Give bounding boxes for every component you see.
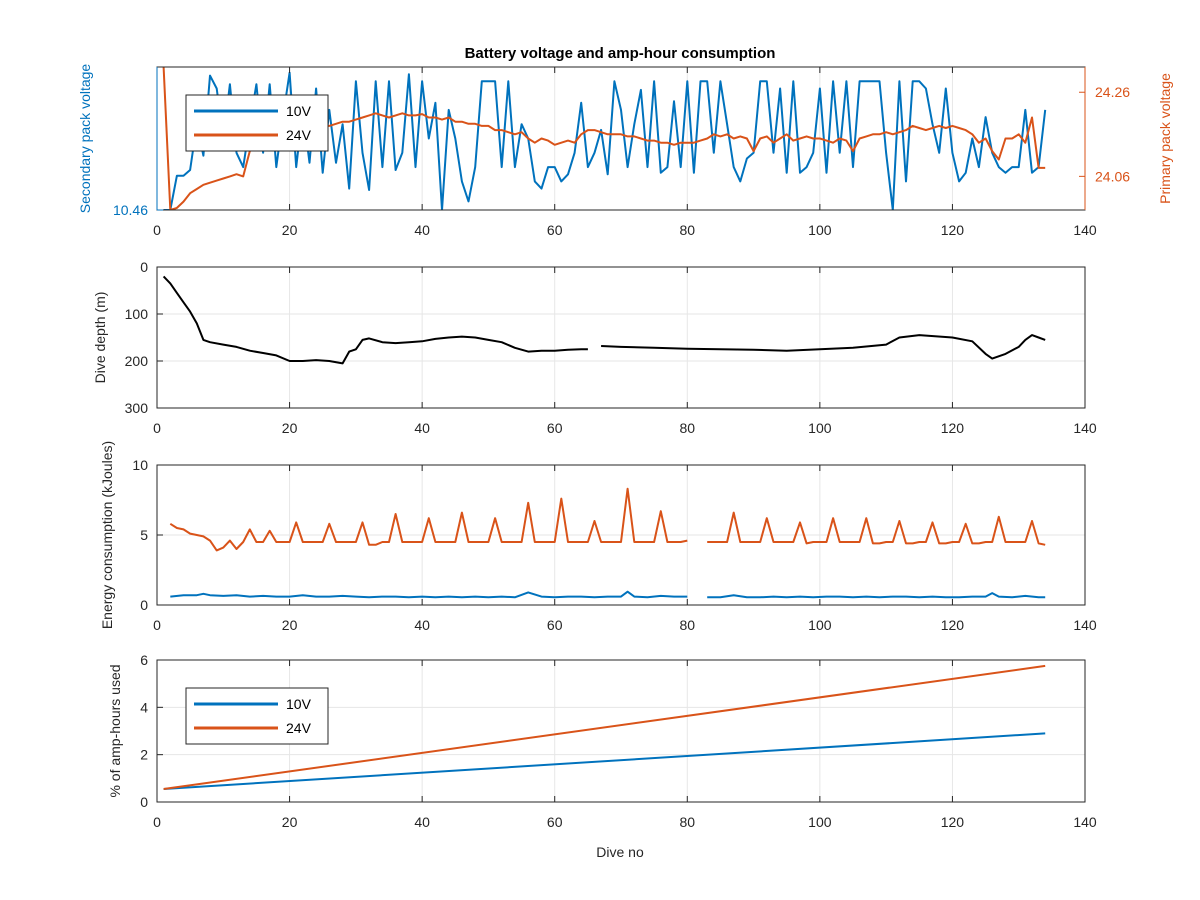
x-tick-label: 80: [679, 222, 695, 238]
x-tick-label: 0: [153, 617, 161, 633]
panel-energy: 0 20 40 60 80 100 120 140 0 5 10 Energy consumption…: [99, 441, 1097, 633]
y-tick-label: 5: [140, 527, 148, 543]
x-tick-label: 20: [282, 814, 298, 830]
y-tick-label: 6: [140, 652, 148, 668]
legend-amphours: 10V 24V: [185, 687, 329, 745]
y-tick-label: 0: [140, 597, 148, 613]
x-tick-label: 0: [153, 420, 161, 436]
x-tick-label: 100: [808, 617, 832, 633]
y-axis-label: Secondary pack voltage: [77, 64, 93, 214]
y-tick-label: 300: [125, 400, 149, 416]
y-tick-label-right: 24.26: [1095, 84, 1130, 100]
x-tick-label: 20: [282, 222, 298, 238]
x-tick-label: 20: [282, 617, 298, 633]
panel-depth: 0 20 40 60 80 100 120 140 0 100 200 300 Dive depth (…: [92, 259, 1097, 436]
y-tick-label: 10: [132, 457, 148, 473]
x-tick-label: 60: [547, 814, 563, 830]
series-line-24v: [169, 487, 1046, 552]
x-tick-label: 40: [414, 222, 430, 238]
y-tick-label: 2: [140, 747, 148, 763]
x-tick-label: 100: [808, 814, 832, 830]
y-axis-label-right: Primary pack voltage: [1157, 73, 1173, 204]
series-line-10v: [163, 732, 1046, 790]
panel-amphours: 0 20 40 60 80 100 120 140 0 2 4 6 % of amp-hours use…: [107, 652, 1097, 830]
x-tick-label: 80: [679, 814, 695, 830]
x-tick-label: 60: [547, 222, 563, 238]
x-tick-label: 40: [414, 814, 430, 830]
x-tick-label: 120: [941, 617, 965, 633]
y-tick-label: 10.46: [113, 202, 148, 218]
x-tick-label: 120: [941, 814, 965, 830]
x-tick-label: 140: [1073, 222, 1097, 238]
legend-box: [185, 94, 329, 152]
legend-label: 10V: [286, 103, 312, 119]
y-tick-label: 4: [140, 699, 148, 715]
x-tick-label: 0: [153, 222, 161, 238]
y-tick-label: 0: [140, 794, 148, 810]
x-tick-label: 140: [1073, 420, 1097, 436]
y-tick-label: 0: [140, 259, 148, 275]
x-tick-label: 100: [808, 420, 832, 436]
plot-area-depth: [157, 267, 1085, 408]
x-tick-label: 40: [414, 420, 430, 436]
x-tick-label: 40: [414, 617, 430, 633]
y-axis-label: Energy consumption (kJoules): [99, 441, 115, 629]
axes-box-depth: [156, 266, 1086, 409]
y-tick-label: 100: [125, 306, 149, 322]
x-tick-label: 100: [808, 222, 832, 238]
x-tick-label: 120: [941, 222, 965, 238]
y-tick-label: 200: [125, 353, 149, 369]
figure-title: Battery voltage and amp-hour consumption: [465, 45, 776, 62]
x-tick-label: 140: [1073, 617, 1097, 633]
series-line-depth-0: [162, 275, 1046, 365]
series-line-10v: [170, 590, 1046, 599]
x-axis-label: Dive no: [596, 844, 644, 860]
x-tick-label: 60: [547, 617, 563, 633]
legend-label: 24V: [286, 127, 312, 143]
panel-voltage: 0 20 40 60 80 100 120 140 10.46 24.06 24.26 Seconda…: [77, 64, 1173, 238]
y-axis-label: Dive depth (m): [92, 292, 108, 384]
series-line-24v: [163, 664, 1046, 790]
legend-voltage: 10V 24V: [185, 94, 329, 152]
axes-box-amphours: [156, 659, 1086, 803]
y-tick-label-right: 24.06: [1095, 168, 1130, 184]
x-tick-label: 80: [679, 420, 695, 436]
x-tick-label: 140: [1073, 814, 1097, 830]
x-tick-label: 80: [679, 617, 695, 633]
x-tick-label: 0: [153, 814, 161, 830]
legend-label: 24V: [286, 720, 312, 736]
x-tick-label: 20: [282, 420, 298, 436]
x-tick-label: 60: [547, 420, 563, 436]
legend-box: [185, 687, 329, 745]
y-axis-label: % of amp-hours used: [107, 664, 123, 797]
x-tick-label: 120: [941, 420, 965, 436]
legend-label: 10V: [286, 696, 312, 712]
